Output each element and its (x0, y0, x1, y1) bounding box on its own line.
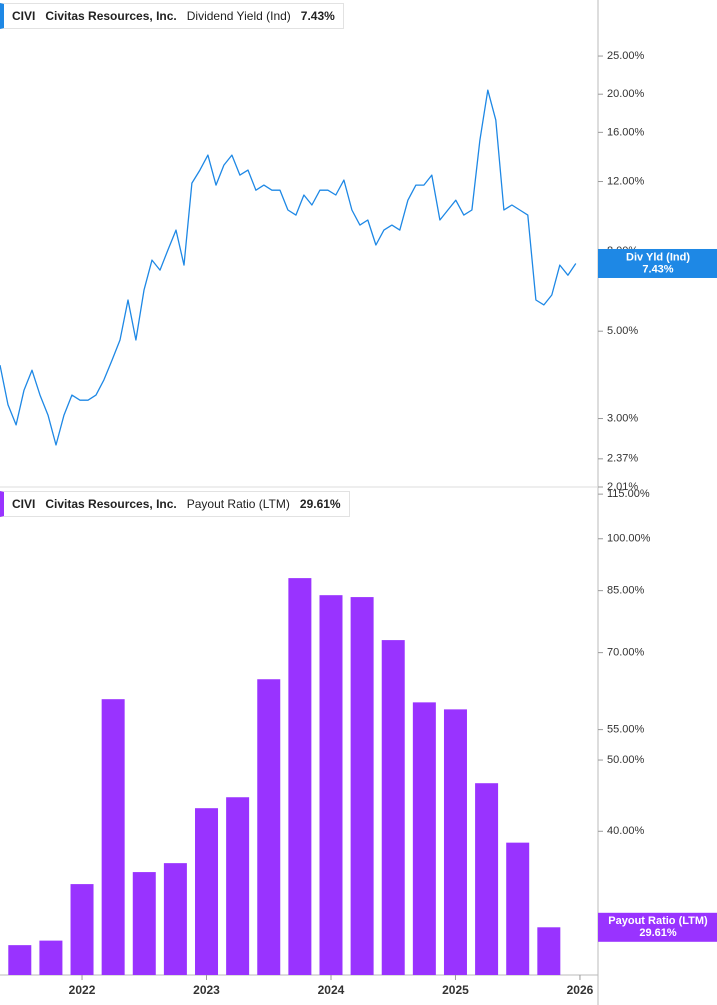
chart-title: Dividend Yield (Ind) (186, 9, 291, 23)
bar (226, 797, 250, 975)
y-tick-label: 25.00% (607, 50, 645, 62)
value-badge (598, 248, 717, 278)
company: Civitas Resources, Inc. (45, 497, 177, 511)
y-tick-label: 40.00% (607, 825, 645, 837)
current-value: 7.43% (300, 9, 335, 23)
x-tick-label: 2023 (193, 983, 220, 997)
y-tick-label: 5.00% (607, 325, 638, 337)
bar (288, 578, 312, 975)
ticker: CIVI (12, 9, 36, 23)
y-tick-label: 115.00% (607, 488, 650, 500)
current-value: 29.61% (299, 497, 341, 511)
badge-value: 7.43% (642, 263, 673, 275)
x-tick-label: 2025 (442, 983, 469, 997)
badge-name: Payout Ratio (LTM) (608, 915, 708, 927)
y-tick-label: 70.00% (607, 647, 645, 659)
bar (443, 709, 467, 975)
bar (195, 808, 219, 975)
bar (39, 940, 63, 975)
y-tick-label: 100.00% (607, 533, 651, 545)
x-tick-label: 2024 (318, 983, 345, 997)
y-tick-label: 85.00% (607, 585, 645, 597)
bar (101, 699, 125, 975)
bar (8, 945, 32, 975)
y-tick-label: 3.00% (607, 412, 638, 424)
chart-title: Payout Ratio (LTM) (186, 497, 290, 511)
y-tick-label: 2.37% (607, 453, 638, 465)
bar (132, 872, 156, 975)
bar (506, 842, 530, 975)
bar (70, 884, 94, 975)
bar (319, 595, 343, 975)
y-tick-label: 55.00% (607, 724, 645, 736)
bar (350, 597, 374, 975)
bar (257, 679, 281, 975)
y-tick-label: 50.00% (607, 754, 645, 766)
legend-header: CIVI Civitas Resources, Inc. Dividend Yi… (0, 3, 344, 29)
badge-value: 29.61% (639, 927, 677, 939)
y-tick-label: 2.01% (607, 481, 638, 493)
badge-name: Div Yld (Ind) (626, 251, 690, 263)
bar (381, 640, 405, 975)
x-tick-label: 2022 (69, 983, 96, 997)
y-tick-label: 16.00% (607, 126, 645, 138)
line (0, 89, 577, 446)
legend-header: CIVI Civitas Resources, Inc. Payout Rati… (0, 491, 350, 517)
value-badge (598, 912, 717, 942)
x-tick-label: 2026 (567, 983, 594, 997)
y-tick-label: 20.00% (607, 88, 645, 100)
bar (412, 702, 436, 975)
ticker: CIVI (12, 497, 36, 511)
bar (537, 927, 561, 975)
bar (475, 783, 499, 975)
company: Civitas Resources, Inc. (45, 9, 177, 23)
y-tick-label: 12.00% (607, 175, 645, 187)
bar (163, 863, 187, 975)
